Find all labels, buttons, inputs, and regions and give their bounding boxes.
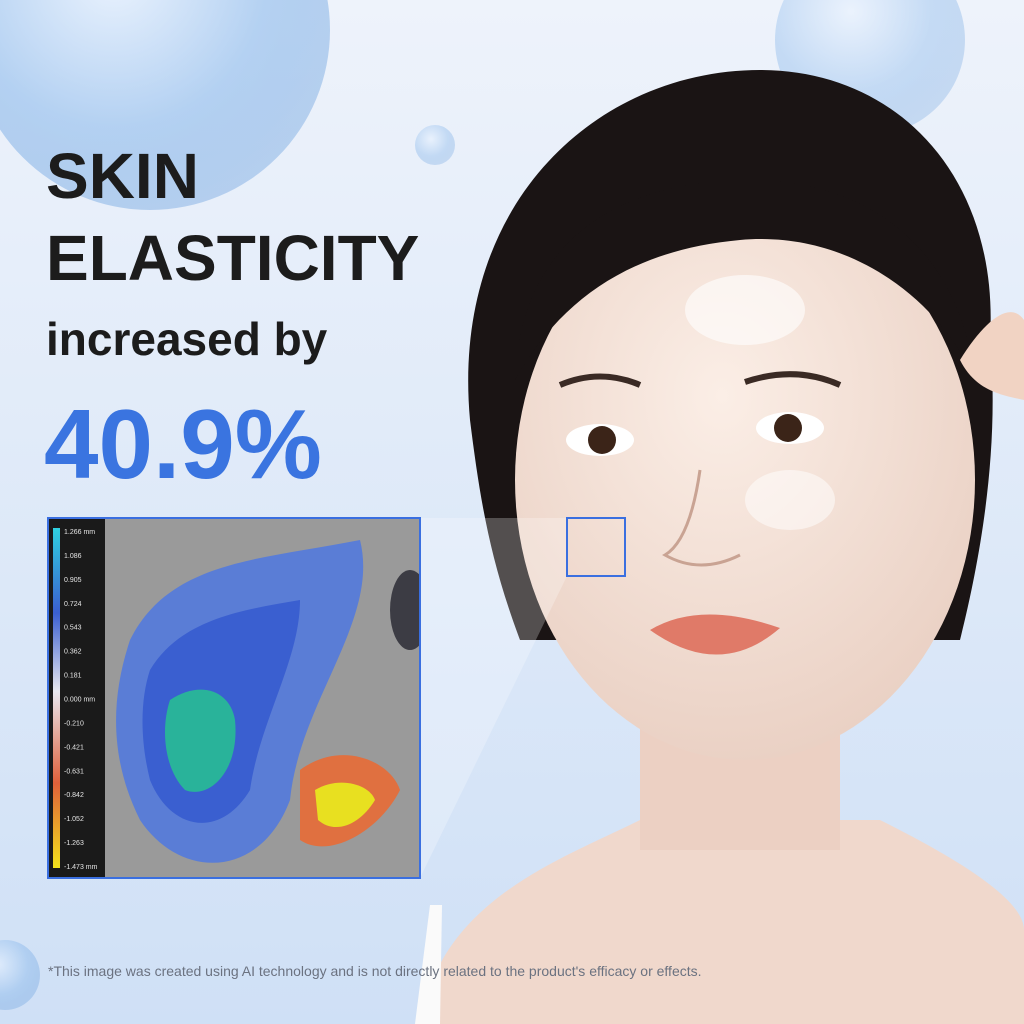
scale-label: -0.842: [64, 792, 84, 799]
scale-label: 0.905: [64, 577, 82, 584]
headline-line: SKIN: [46, 140, 199, 212]
scale-label: -0.631: [64, 768, 84, 775]
headline-line: increased by: [46, 313, 328, 365]
scale-label: -0.210: [64, 720, 84, 727]
heatmap-frame: [47, 517, 421, 879]
scale-label: 0.362: [64, 649, 82, 656]
scale-label: -1.473 mm: [64, 864, 98, 871]
bubble: [415, 125, 455, 165]
scale-label: 1.266 mm: [64, 529, 95, 536]
scale-label: 0.724: [64, 601, 82, 608]
zoom-target: [566, 517, 626, 577]
headline-line: ELASTICITY: [46, 222, 419, 294]
scale-labels: 1.266 mm 1.086 0.905 0.724 0.543 0.362 0.181 0.…: [64, 529, 98, 871]
color-scale: [53, 528, 60, 868]
scale-label: 1.086: [64, 553, 82, 560]
heatmap-image: [48, 518, 420, 878]
bubble: [0, 0, 330, 210]
scale-label: 0.543: [64, 625, 82, 632]
model-photo: [415, 70, 1024, 1024]
headline-stat: 40.9%: [44, 389, 322, 499]
scale-label: -1.052: [64, 816, 84, 823]
scale-label: 0.181: [64, 673, 82, 680]
scale-label: 0.000 mm: [64, 697, 95, 704]
disclaimer: *This image was created using AI technol…: [48, 963, 702, 979]
scale-label: -0.421: [64, 744, 84, 751]
scale-label: -1.263: [64, 840, 84, 847]
bubble: [0, 940, 40, 1010]
zoom-beam: [420, 518, 625, 878]
